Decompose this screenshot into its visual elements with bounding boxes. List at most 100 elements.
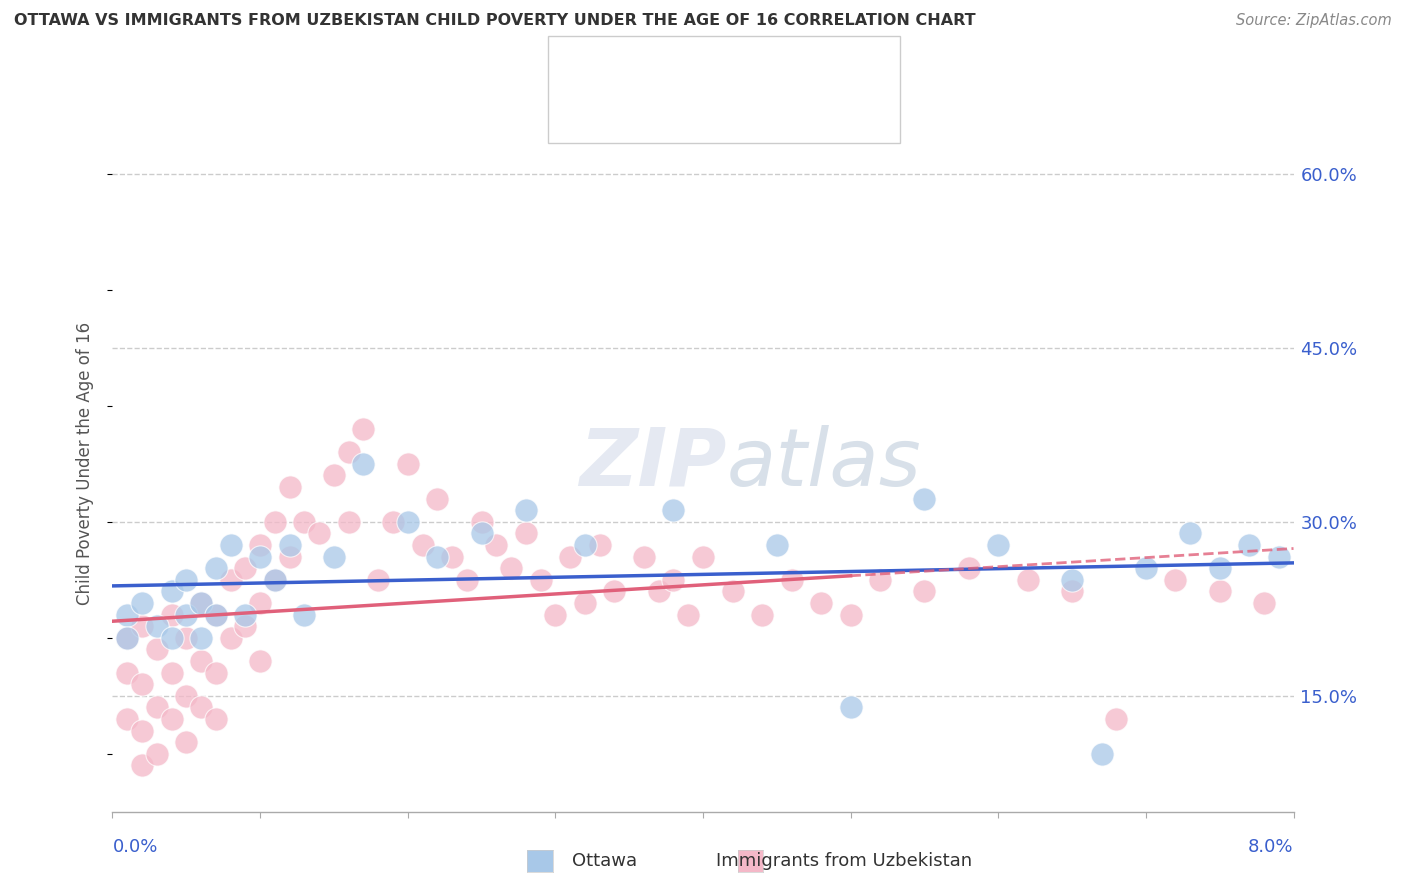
Point [337,515,360,529]
Point [337,445,360,459]
Point [382,515,405,529]
Point [174,689,197,703]
Text: 0.0%: 0.0% [112,838,157,856]
Point [456,573,478,587]
Point [131,619,153,633]
Point [721,584,744,599]
Point [1135,561,1157,575]
Point [1208,561,1232,575]
Text: Ottawa: Ottawa [572,852,637,870]
Point [441,549,464,564]
Point [1105,712,1128,726]
Point [765,538,787,552]
Point [219,573,242,587]
Point [647,584,671,599]
Point [205,665,228,680]
Point [174,607,197,622]
Point [515,503,537,517]
Point [323,549,346,564]
Point [131,723,153,738]
Point [574,538,596,552]
Point [264,573,287,587]
Point [810,596,832,610]
Point [174,735,197,749]
Point [249,596,271,610]
Point [560,549,582,564]
Point [1062,573,1084,587]
Point [1208,584,1232,599]
Point [515,526,537,541]
Point [396,457,419,471]
Point [352,422,374,436]
Point [987,538,1010,552]
Point [367,573,389,587]
Point [117,665,138,680]
Point [160,631,183,645]
Point [190,631,212,645]
Point [471,515,494,529]
Point [1062,584,1084,599]
Point [603,584,626,599]
Point [131,677,153,691]
Text: atlas: atlas [727,425,921,503]
Point [501,561,523,575]
Point [1253,596,1275,610]
Point [249,654,271,668]
Point [160,584,183,599]
Point [146,747,169,761]
Point [692,549,714,564]
Point [205,607,228,622]
Point [396,515,419,529]
Point [839,700,862,714]
Point [308,526,330,541]
Point [160,607,183,622]
Text: ZIP: ZIP [579,425,727,503]
Point [117,631,138,645]
Point [131,758,153,772]
Point [264,515,287,529]
Text: OTTAWA VS IMMIGRANTS FROM UZBEKISTAN CHILD POVERTY UNDER THE AGE OF 16 CORRELATI: OTTAWA VS IMMIGRANTS FROM UZBEKISTAN CHI… [14,13,976,29]
Point [292,515,315,529]
Point [352,457,374,471]
Point [131,596,153,610]
Point [233,561,256,575]
Point [292,607,315,622]
Point [117,712,138,726]
Point [174,573,197,587]
Text: R =  0.148   N = 37: R = 0.148 N = 37 [623,47,799,65]
Point [1091,747,1114,761]
Point [574,596,596,610]
Point [160,665,183,680]
Point [174,631,197,645]
Point [190,654,212,668]
Point [544,607,567,622]
Point [471,526,494,541]
Point [780,573,803,587]
Point [1164,573,1187,587]
Point [426,549,449,564]
Point [190,700,212,714]
Point [233,607,256,622]
Point [662,573,685,587]
Point [117,631,138,645]
Point [278,538,301,552]
Point [426,491,449,506]
Point [412,538,434,552]
Point [1268,549,1291,564]
Point [957,561,980,575]
Point [1178,526,1201,541]
Point [264,573,287,587]
Text: Source: ZipAtlas.com: Source: ZipAtlas.com [1236,13,1392,29]
Text: 8.0%: 8.0% [1249,838,1294,856]
Point [190,596,212,610]
Point [662,503,685,517]
Point [751,607,773,622]
Point [1017,573,1039,587]
Text: R =  0.053   N = 76: R = 0.053 N = 76 [623,95,799,113]
Point [160,712,183,726]
Point [633,549,655,564]
Y-axis label: Child Poverty Under the Age of 16: Child Poverty Under the Age of 16 [76,322,94,606]
Point [914,584,936,599]
Point [205,712,228,726]
Point [249,549,271,564]
